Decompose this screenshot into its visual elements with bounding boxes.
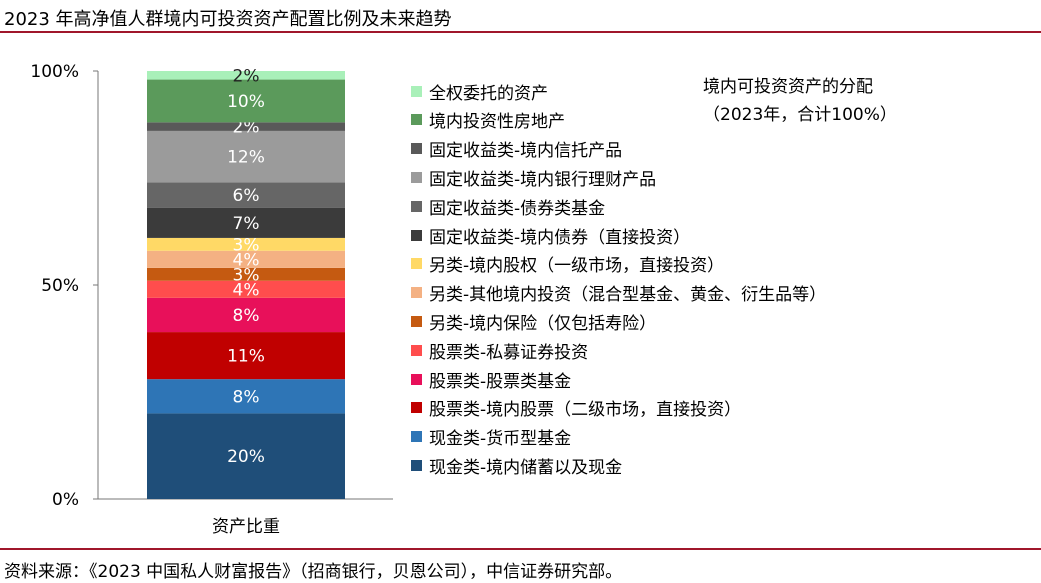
legend-swatch: [411, 171, 422, 183]
legend-item: 固定收益类-债券类基金: [411, 194, 606, 219]
legend-swatch: [411, 373, 422, 385]
bar-segment: [147, 413, 345, 499]
bar-segment: [147, 379, 345, 414]
legend-item: 另类-其他境内投资（混合型基金、黄金、衍生品等）: [411, 281, 826, 305]
legend-label: 另类-境内股权（一级市场，直接投资）: [429, 256, 725, 277]
legend-label: 境内投资性房地产: [429, 112, 565, 133]
legend-item: 固定收益类-境内信托产品: [411, 137, 622, 161]
legend-swatch: [411, 258, 422, 270]
legend-swatch: [411, 200, 422, 212]
page-title: 2023 年高净值人群境内可投资资产配置比例及未来趋势: [4, 9, 452, 30]
legend-swatch: [411, 402, 422, 414]
legend-label: 股票类-私募证券投资: [429, 342, 589, 363]
legend-label: 固定收益类-债券类基金: [429, 198, 606, 219]
legend-label: 股票类-境内股票（二级市场，直接投资）: [429, 400, 742, 421]
legend-swatch: [411, 114, 422, 126]
legend-item: 另类-境内股权（一级市场，直接投资）: [411, 252, 724, 276]
legend-item: 固定收益类-境内银行理财产品: [411, 165, 657, 190]
legend-label: 固定收益类-境内银行理财产品: [429, 169, 657, 190]
bar-segment: [147, 130, 345, 183]
legend-swatch: [411, 459, 422, 471]
bottom-divider: [0, 548, 1041, 550]
legend-swatch: [411, 229, 422, 241]
bar-segment: [147, 71, 345, 80]
legend-item: 境内投资性房地产: [411, 108, 565, 132]
data-label: 2%: [233, 118, 260, 138]
legend-swatch: [411, 431, 422, 443]
bar-segment: [147, 79, 345, 123]
legend-swatch: [411, 315, 422, 327]
legend-swatch: [411, 344, 422, 356]
data-label: 7%: [233, 214, 260, 234]
bar-segment: [147, 122, 345, 131]
legend-label: 全权委托的资产: [429, 83, 548, 104]
legend-label: 另类-其他境内投资（混合型基金、黄金、衍生品等）: [429, 285, 827, 306]
legend-swatch: [411, 143, 422, 155]
bar-segment: [147, 182, 345, 208]
legend-item: 固定收益类-境内债券（直接投资）: [411, 223, 691, 248]
y-tick-label: 100%: [30, 62, 79, 82]
data-label: 8%: [233, 387, 260, 407]
legend-swatch: [411, 287, 422, 299]
legend-item: 现金类-境内储蓄以及现金: [411, 453, 623, 478]
data-label: 4%: [233, 280, 260, 300]
bar-segment: [147, 250, 345, 268]
legend-item: 现金类-货币型基金: [411, 425, 571, 449]
legend-label: 固定收益类-境内信托产品: [429, 141, 623, 162]
legend-label: 固定收益类-境内债券（直接投资）: [429, 227, 691, 248]
legend-item: 另类-境内保险（仅包括寿险）: [411, 309, 657, 334]
data-label: 20%: [227, 447, 265, 467]
legend-item: 股票类-私募证券投资: [411, 338, 589, 363]
legend-item: 股票类-股票类基金: [411, 367, 572, 392]
legend-item: 全权委托的资产: [411, 79, 548, 104]
legend-swatch: [411, 85, 422, 97]
data-label: 3%: [233, 265, 260, 285]
legend-label: 另类-境内保险（仅包括寿险）: [429, 313, 657, 334]
chart-annotation: 境内可投资资产的分配（2023年，合计100%）: [703, 77, 897, 125]
legend-item: 股票类-境内股票（二级市场，直接投资）: [411, 396, 741, 420]
data-label: 12%: [227, 148, 265, 168]
bar-segment: [147, 267, 345, 281]
data-label: 4%: [233, 250, 260, 270]
legend-label: 现金类-货币型基金: [429, 429, 572, 450]
source-note: 资料来源：《2023 中国私人财富报告》（招商银行，贝恩公司），中信证券研究部。: [4, 562, 623, 582]
bar-segment: [147, 297, 345, 333]
y-tick-label: 50%: [41, 276, 79, 296]
bar-segment: [147, 237, 345, 251]
data-label: 8%: [233, 306, 260, 326]
data-label: 6%: [233, 186, 260, 206]
top-divider: [0, 31, 1041, 33]
bar-segment: [147, 207, 345, 238]
data-label: 10%: [227, 92, 265, 112]
data-label: 2%: [233, 66, 260, 86]
y-tick-label: 0%: [52, 490, 79, 510]
bar-segment: [147, 280, 345, 298]
x-category-label: 资产比重: [212, 517, 280, 537]
data-label: 11%: [227, 347, 265, 367]
bar-segment: [147, 332, 345, 380]
data-label: 3%: [233, 235, 260, 255]
legend-label: 现金类-境内储蓄以及现金: [429, 457, 623, 478]
legend-label: 股票类-股票类基金: [429, 371, 572, 392]
